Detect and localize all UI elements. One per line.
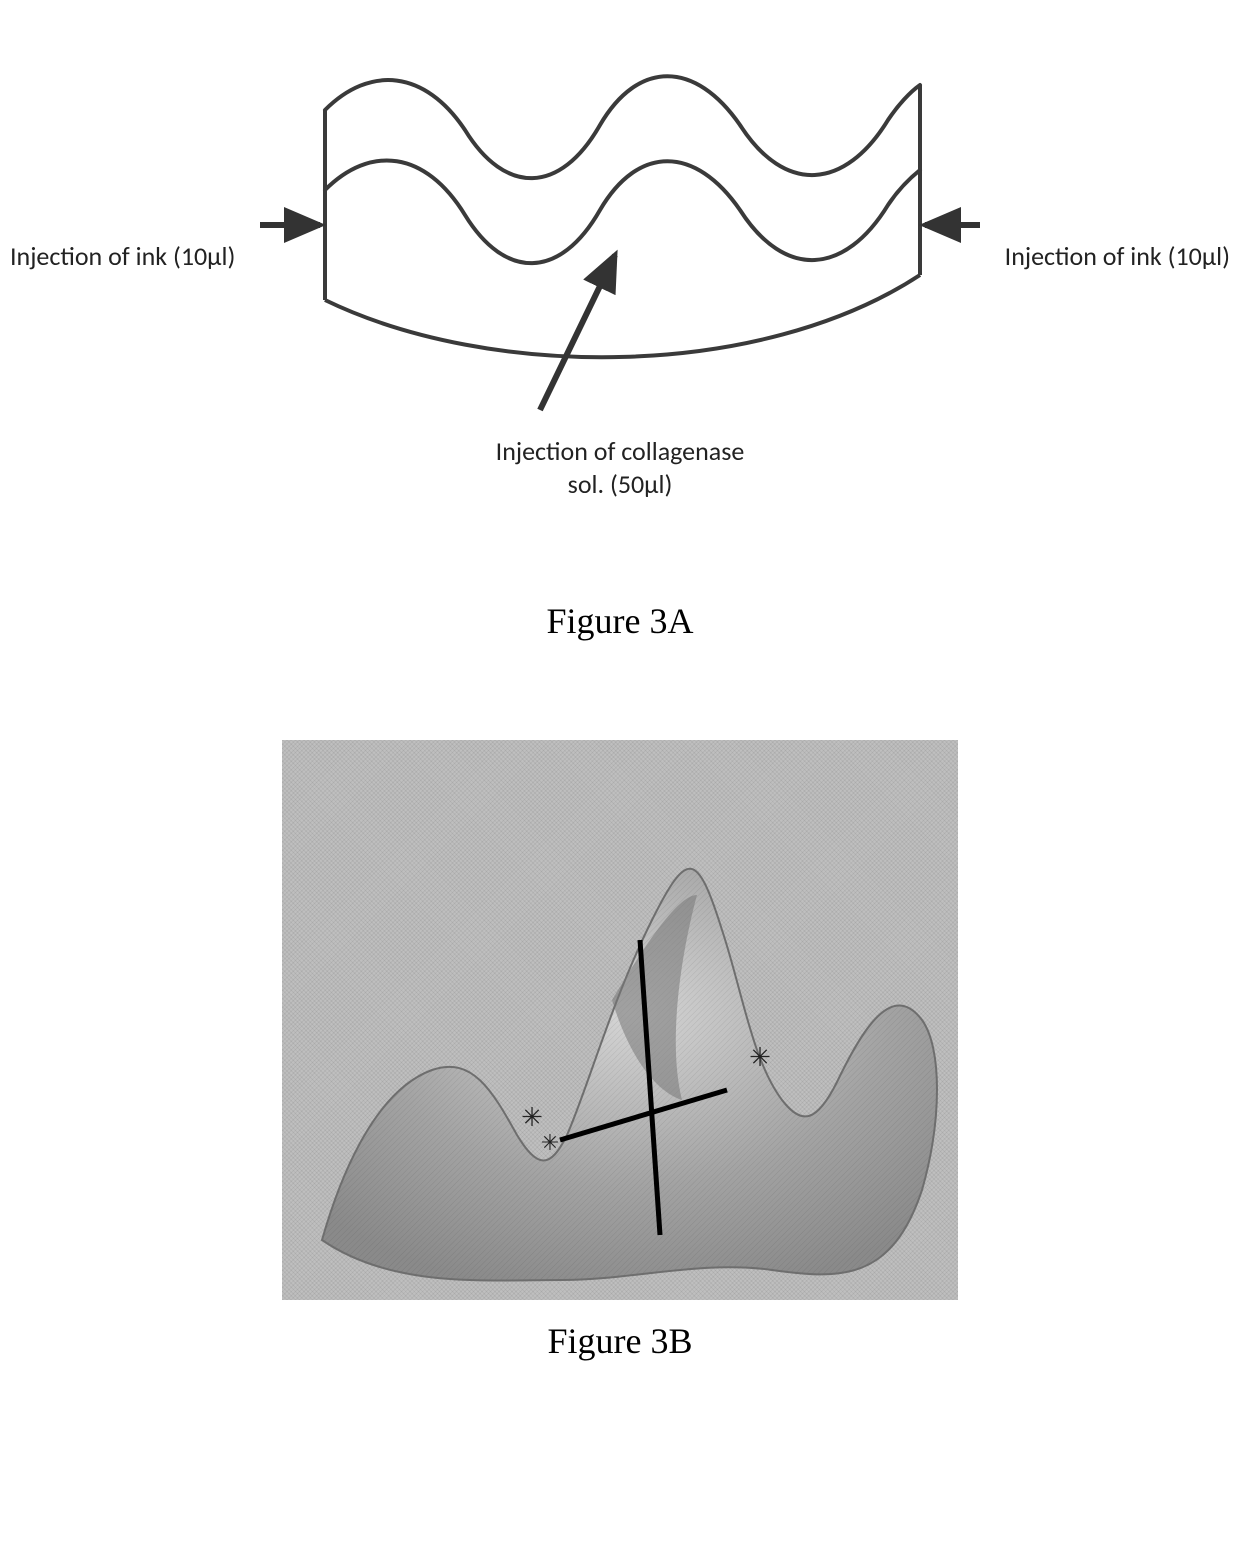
caption-3a: Figure 3A	[0, 600, 1240, 642]
tooth-hatch	[322, 869, 937, 1281]
asterisk-marker: ✳	[521, 1103, 543, 1132]
crown-svg	[240, 20, 1000, 420]
figure-3a-container: Injection of ink (10µl) Injection of ink…	[0, 20, 1240, 670]
label-inject-left: Injection of ink (10µl)	[10, 240, 235, 273]
label-inject-center: Injection of collagenase sol. (50µl)	[460, 435, 780, 500]
photo-frame: ✳✳✳	[282, 740, 958, 1300]
arrow-center	[540, 255, 615, 410]
tooth-photo-svg: ✳✳✳	[282, 740, 958, 1300]
asterisk-marker: ✳	[749, 1043, 771, 1072]
caption-3b: Figure 3B	[0, 1320, 1240, 1362]
figure-3b-container: ✳✳✳ Figure 3B	[0, 740, 1240, 1520]
bottom-arc	[325, 275, 920, 357]
label-inject-right: Injection of ink (10µl)	[1005, 240, 1230, 273]
crown-diagram: Injection of ink (10µl) Injection of ink…	[0, 20, 1240, 580]
asterisk-marker: ✳	[541, 1130, 559, 1155]
front-wave	[325, 160, 920, 263]
back-wave	[325, 76, 920, 178]
